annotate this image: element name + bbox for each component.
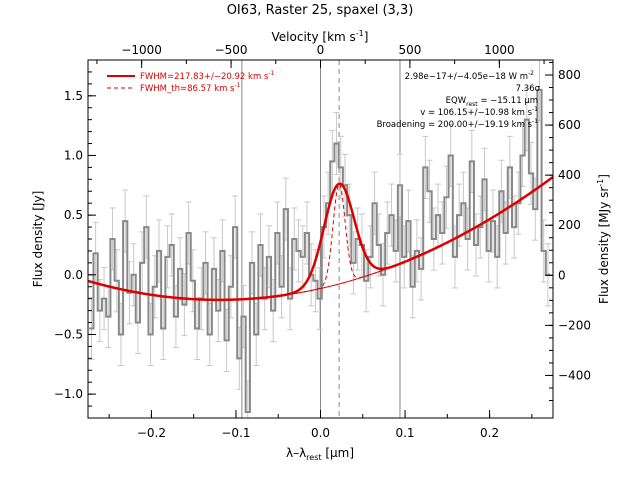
right-tick-label: 600 [558, 118, 581, 132]
chart-title: OI63, Raster 25, spaxel (3,3) [227, 3, 414, 18]
top-tick-label: 1000 [484, 43, 515, 57]
x-tick-label: −0.1 [221, 426, 250, 440]
broadening-annotation: Broadening = 200.00+/−19.19 km s-1 [377, 118, 539, 130]
velocity-annotation: v = 106.15+/−10.98 km s-1 [420, 106, 538, 118]
y-tick-label: 1.5 [64, 89, 83, 103]
x-tick-label: −0.2 [137, 426, 166, 440]
plot-area [88, 60, 553, 418]
y-tick-label: −1.0 [54, 387, 83, 401]
top-axis-label: Velocity [km s-1] [272, 29, 369, 44]
legend-fwhm-th-label: FWHM_th=86.57 km s-1 [140, 82, 241, 94]
line-flux-annotation: 2.98e−17+/−4.05e−18 W m-2 [405, 70, 535, 82]
x-tick-label: 0.2 [480, 426, 499, 440]
axis-ticks: −0.2 −0.1 0.0 0.1 0.2 −1000 −500 0 500 1000 −1.0 −0… [54, 43, 591, 440]
right-tick-label: 800 [558, 68, 581, 82]
right-axis-label: Flux density [MJy sr-1] [596, 174, 611, 304]
legend: FWHM=217.83+/−20.92 km s-1 FWHM_th=86.57… [107, 70, 275, 94]
top-tick-label: −1000 [121, 43, 162, 57]
data-histogram [89, 88, 551, 414]
eqw-annotation: EQWrest = −15.11 μm [446, 96, 538, 108]
y-tick-label: −0.5 [54, 327, 83, 341]
y-tick-label: 0.0 [64, 268, 83, 282]
snr-annotation: 7.36σ [516, 84, 541, 94]
fit-annotations: 2.98e−17+/−4.05e−18 W m-2 7.36σ EQWrest … [377, 70, 541, 130]
right-tick-label: 400 [558, 168, 581, 182]
right-tick-label: 0 [558, 268, 566, 282]
top-tick-label: −500 [215, 43, 248, 57]
y-tick-label: 1.0 [64, 148, 83, 162]
right-tick-label: −400 [558, 368, 591, 382]
top-tick-label: 500 [398, 43, 421, 57]
gaussian-fit-line [88, 175, 553, 302]
y-axis-label: Flux density [Jy] [31, 191, 45, 288]
legend-fwhm-label: FWHM=217.83+/−20.92 km s-1 [140, 70, 275, 82]
right-tick-label: 200 [558, 218, 581, 232]
x-axis-label: λ–λrest [μm] [286, 446, 354, 462]
right-tick-label: −200 [558, 318, 591, 332]
x-tick-label: 0.0 [311, 426, 330, 440]
x-tick-label: 0.1 [395, 426, 414, 440]
top-tick-label: 0 [317, 43, 325, 57]
y-tick-label: 0.5 [64, 208, 83, 222]
